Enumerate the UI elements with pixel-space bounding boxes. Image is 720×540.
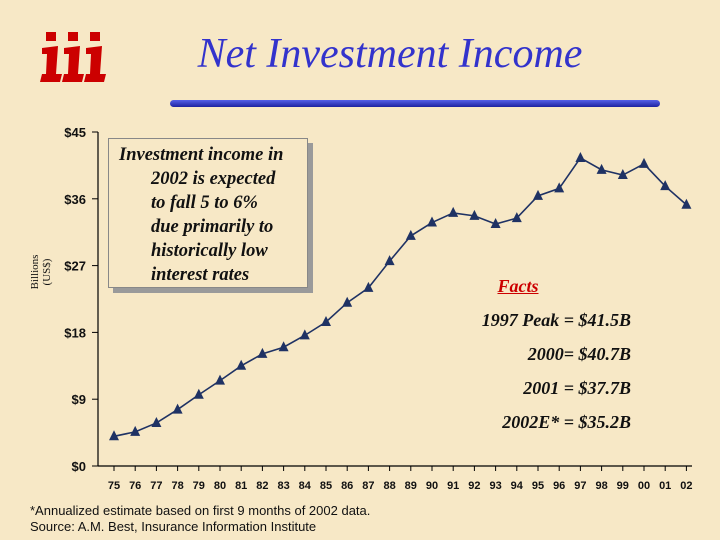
fact-row: 2002E* = $35.2B [502,412,631,432]
data-point-marker [236,359,247,370]
x-tick-label: 76 [129,480,141,492]
logo-i-stem [40,46,62,82]
x-tick-label: 82 [256,480,268,492]
x-tick-label: 91 [447,480,459,492]
callout-line: to fall 5 to 6% [151,193,258,213]
x-tick-label: 94 [511,480,524,492]
data-point-marker [151,416,162,427]
logo-i-stem [84,46,106,82]
data-point-marker [448,206,459,217]
x-tick-label: 84 [299,480,312,492]
data-point-marker [427,216,437,227]
iii-logo-mark [40,32,106,82]
y-tick-label: $27 [64,259,86,274]
x-tick-label: 93 [489,480,501,492]
x-tick-label: 86 [341,480,353,492]
callout-line: 2002 is expected [151,169,276,189]
logo-i-stem [62,46,84,82]
y-tick-label: $45 [64,125,86,140]
callout-box: Investment income in 2002 is expected to… [108,138,308,288]
fact-row: 2000= $40.7B [527,344,631,364]
x-tick-label: 77 [150,480,162,492]
y-tick-label: $0 [72,459,86,474]
x-tick-label: 88 [383,480,395,492]
data-point-marker [617,169,628,180]
x-tick-label: 89 [405,480,417,492]
data-point-marker [384,255,395,266]
x-tick-label: 98 [595,480,607,492]
x-tick-label: 78 [171,480,183,492]
callout-line: Investment income in [119,145,284,165]
data-point-marker [363,281,374,292]
data-point-marker [172,403,183,414]
x-tick-label: 75 [108,480,120,492]
footnote-line: Source: A.M. Best, Insurance Information… [30,519,317,534]
data-point-marker [278,341,289,352]
y-axis-title: Billions [29,255,41,290]
facts-box: Facts 1997 Peak = $41.5B 2000= $40.7B 20… [399,266,637,441]
x-tick-label: 97 [574,480,586,492]
slide-title: Net Investment Income [197,31,583,77]
x-tick-label: 95 [532,480,544,492]
data-point-marker [405,229,416,240]
x-tick-label: 80 [214,480,226,492]
x-tick-label: 87 [362,480,374,492]
x-tick-label: 79 [193,480,205,492]
x-tick-label: 96 [553,480,565,492]
x-tick-label: 85 [320,480,332,492]
callout-line: interest rates [151,265,250,285]
callout-line: due primarily to [151,217,274,237]
data-point-marker [533,189,543,200]
data-point-marker [639,157,649,168]
data-point-marker [681,198,692,209]
data-point-marker [469,209,480,220]
footnote: *Annualized estimate based on first 9 mo… [30,503,370,535]
data-point-marker [490,218,501,229]
data-point-marker [321,316,331,327]
logo-i-dot [46,32,56,41]
x-tick-label: 83 [277,480,289,492]
x-tick-label: 99 [617,480,629,492]
data-point-marker [575,151,586,162]
data-point-marker [299,329,310,340]
series-line [113,156,687,438]
facts-heading: Facts [497,276,539,296]
x-tick-label: 81 [235,480,247,492]
y-tick-label: $18 [64,325,86,340]
logo-i-dot [90,32,100,41]
data-point-marker [193,388,204,399]
y-tick-label: $36 [64,192,86,207]
title-divider [170,100,660,107]
data-point-marker [342,296,353,307]
data-point-marker [511,212,522,223]
data-point-marker [660,180,671,191]
data-point-marker [596,163,607,174]
y-axis-title: (US$) [41,258,53,285]
data-point-marker [257,347,268,358]
footnote-line: *Annualized estimate based on first 9 mo… [30,503,371,518]
data-point-marker [554,182,565,193]
iii-logo [38,30,110,84]
fact-row: 2001 = $37.7B [523,378,631,398]
data-point-marker [215,374,225,385]
callout-line: historically low [151,241,268,261]
x-tick-label: 90 [426,480,438,492]
x-tick-label: 02 [680,480,692,492]
x-tick-label: 01 [659,480,671,492]
x-tick-label: 92 [468,480,480,492]
x-tick-label: 00 [638,480,650,492]
logo-i-dot [68,32,78,41]
y-tick-label: $9 [72,392,86,407]
fact-row: 1997 Peak = $41.5B [481,310,631,330]
data-point-marker [109,430,119,441]
data-point-marker [130,425,141,436]
